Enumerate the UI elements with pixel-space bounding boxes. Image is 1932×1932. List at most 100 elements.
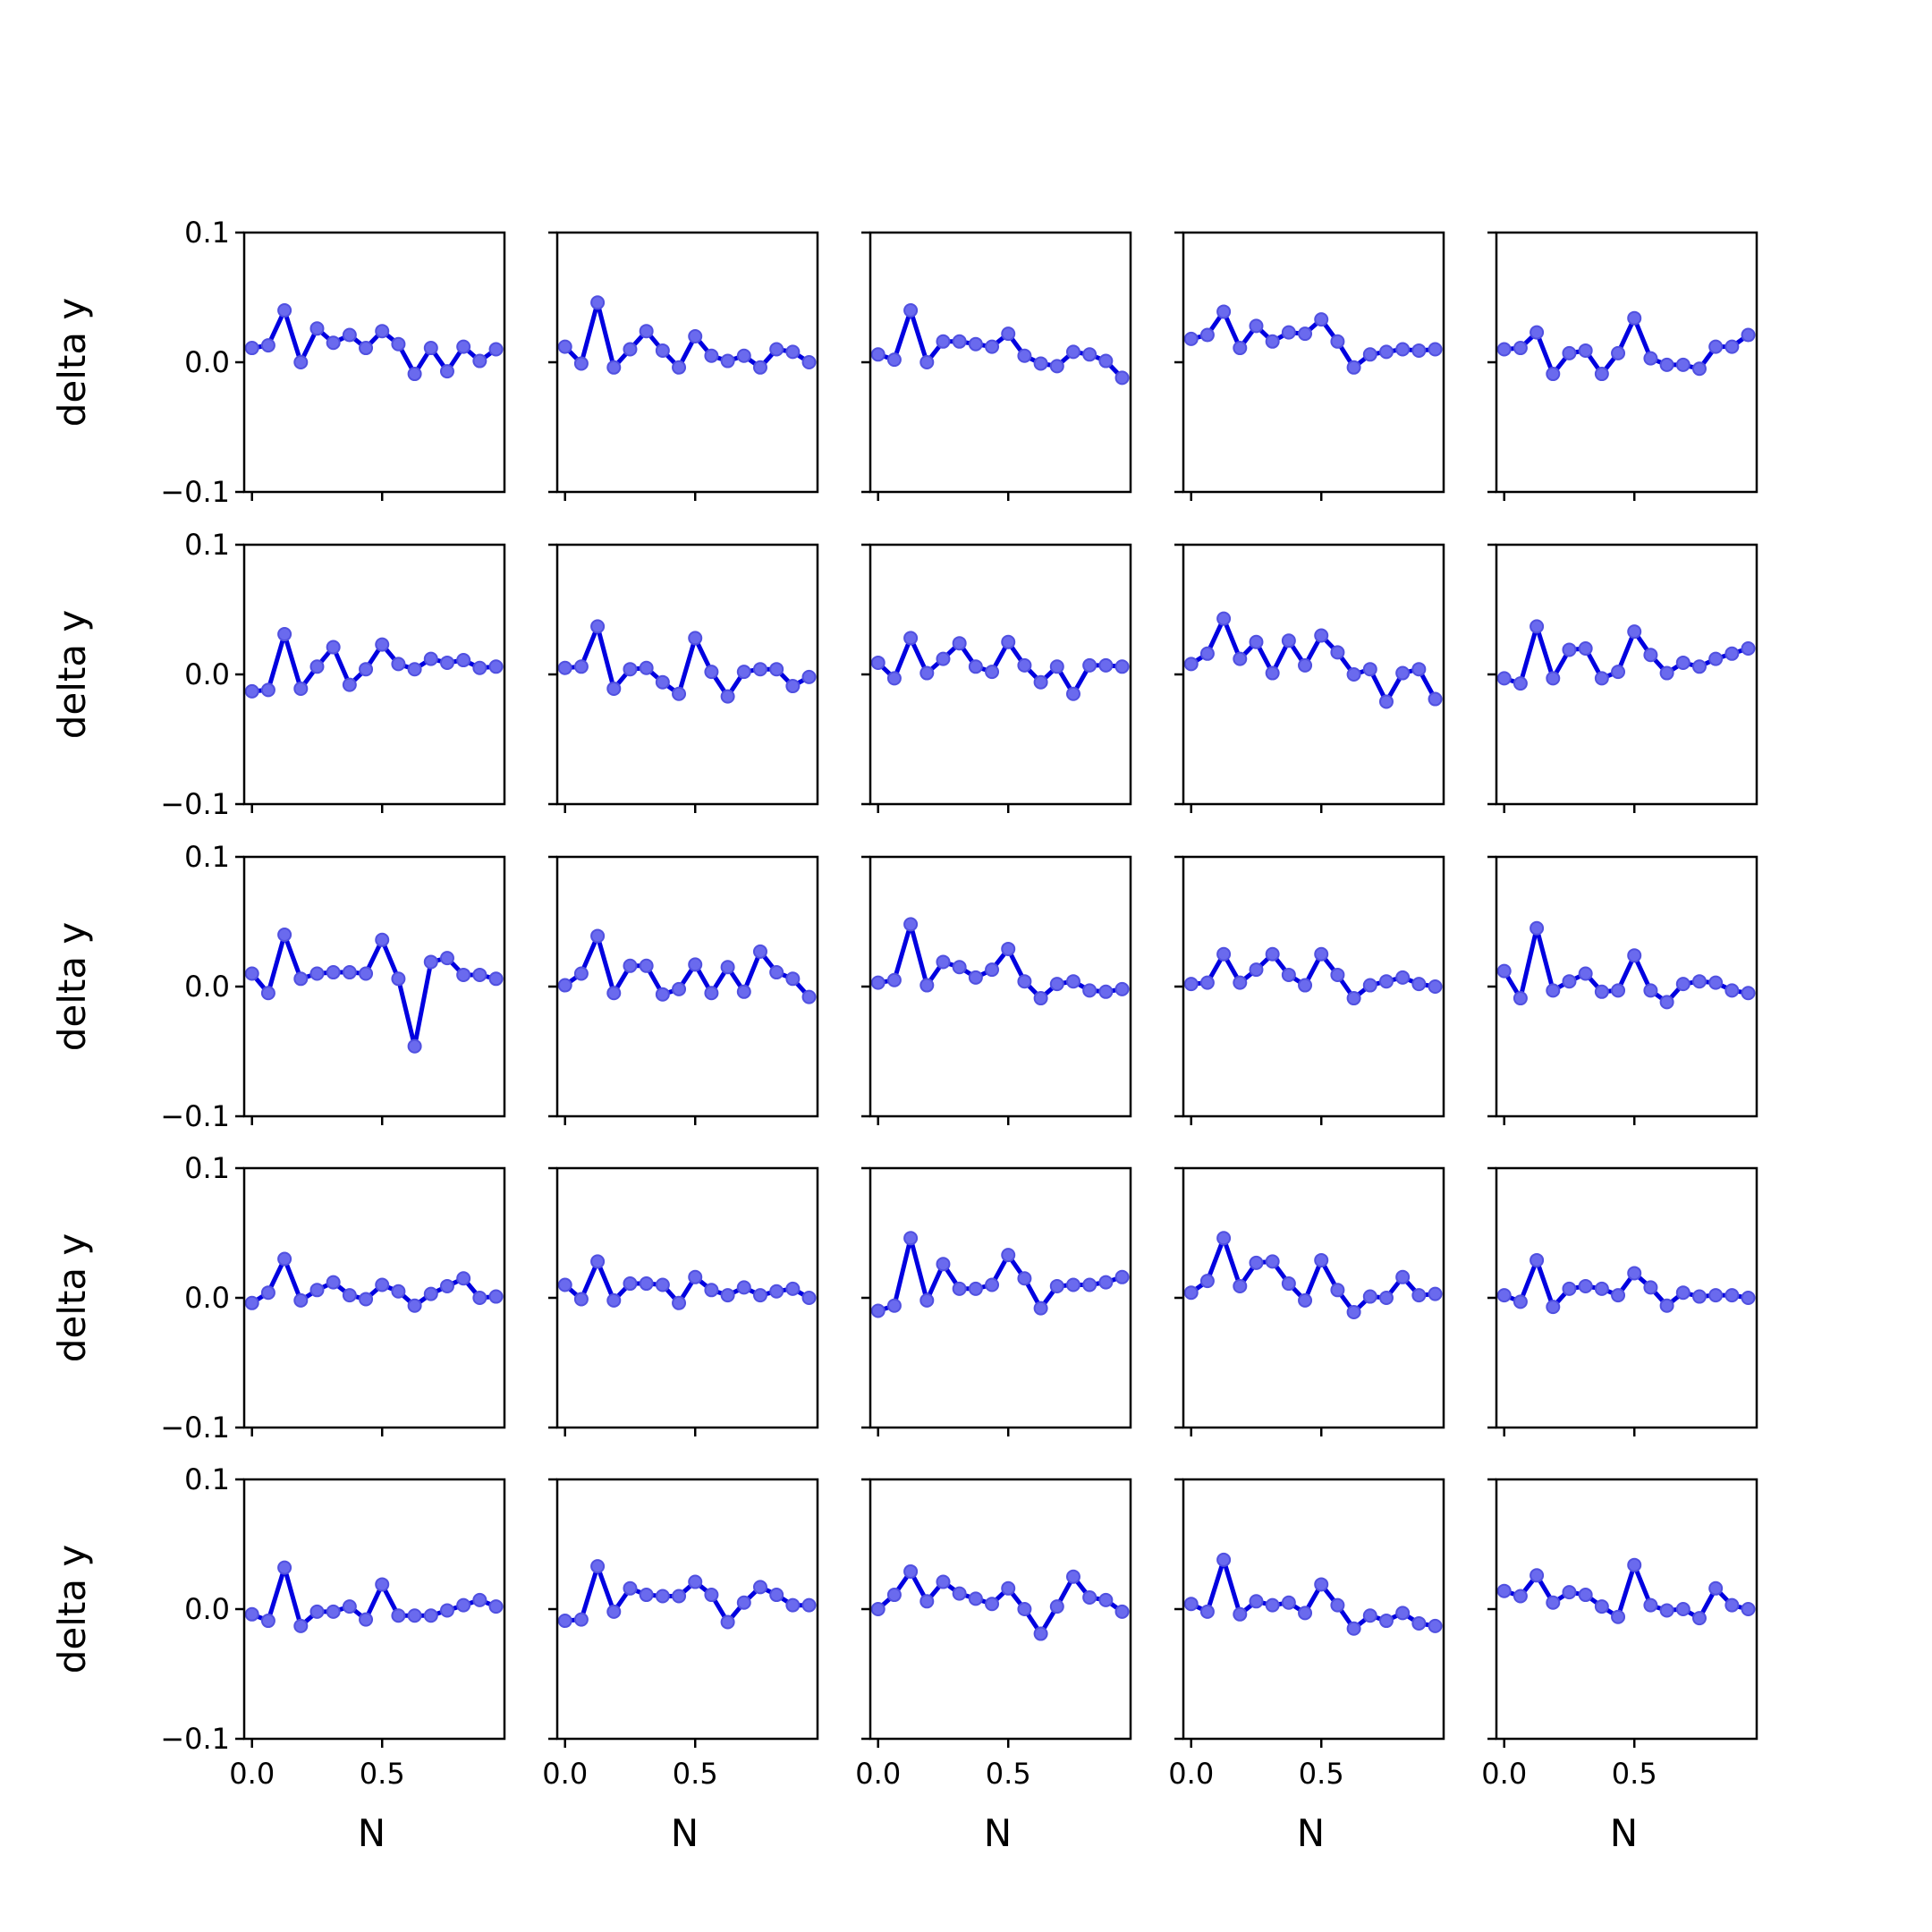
data-point	[1183, 977, 1199, 992]
data-point	[655, 1277, 670, 1292]
data-point	[590, 928, 606, 944]
data-point	[277, 1251, 292, 1267]
data-point	[1216, 1552, 1232, 1567]
data-point	[1281, 633, 1296, 648]
series-line	[564, 1563, 809, 1624]
data-point	[1496, 1583, 1512, 1598]
data-point	[439, 1603, 454, 1618]
data-point	[1691, 974, 1707, 989]
subplot-2-3	[861, 543, 1132, 813]
data-point	[903, 631, 919, 646]
data-point	[1265, 665, 1280, 681]
data-point	[1530, 920, 1545, 936]
data-point	[1395, 970, 1411, 985]
series-line	[250, 932, 497, 1049]
data-point	[1627, 948, 1642, 963]
data-point	[277, 928, 292, 942]
data-point	[1594, 1281, 1609, 1296]
data-point	[1578, 641, 1593, 656]
data-point	[1428, 1618, 1443, 1633]
data-point	[1314, 1252, 1329, 1267]
data-point	[1611, 1609, 1626, 1624]
data-point	[1675, 1285, 1690, 1301]
plot-frame	[1182, 543, 1445, 806]
data-point	[1249, 634, 1264, 649]
data-point	[688, 1269, 703, 1284]
data-point	[769, 1588, 784, 1603]
data-point	[342, 965, 357, 980]
series-line	[251, 308, 497, 377]
data-point	[688, 957, 703, 972]
data-point	[1183, 1597, 1199, 1612]
data-point	[1428, 691, 1443, 707]
data-point	[720, 1614, 735, 1630]
series-line	[564, 623, 810, 699]
data-point	[277, 627, 292, 642]
data-point	[655, 1589, 670, 1604]
subplot-2-2	[548, 543, 819, 813]
data-point	[1017, 348, 1032, 363]
data-point	[985, 962, 1000, 978]
x-tick-label: 0.5	[360, 1757, 405, 1791]
plot-frame	[1495, 231, 1758, 494]
data-point	[639, 324, 654, 339]
data-point	[1378, 1291, 1394, 1305]
data-point	[1411, 1615, 1427, 1631]
data-point	[342, 327, 357, 343]
data-point	[293, 1618, 309, 1633]
subplot-3-4	[1174, 855, 1445, 1125]
data-point	[439, 364, 454, 379]
data-point	[1741, 1291, 1756, 1305]
data-point	[1411, 977, 1427, 992]
data-point	[1741, 986, 1756, 1001]
data-point	[359, 662, 374, 677]
data-point	[244, 966, 259, 981]
data-point	[1691, 1611, 1707, 1626]
subplot-5-4: 0.0 0.5 N	[1168, 1478, 1445, 1855]
y-tick-label: 0.0	[184, 1281, 230, 1315]
data-point	[769, 965, 784, 980]
data-point	[1627, 310, 1642, 326]
data-point	[785, 679, 801, 694]
data-point	[244, 1606, 259, 1622]
data-point	[785, 971, 801, 987]
data-point	[1216, 304, 1232, 319]
data-point	[769, 1284, 784, 1299]
data-point	[557, 1277, 572, 1292]
data-point	[557, 339, 572, 354]
data-point	[1265, 1254, 1280, 1269]
plot-frame	[555, 855, 819, 1118]
data-point	[293, 355, 309, 369]
data-point	[423, 1608, 438, 1623]
series-line	[1191, 952, 1436, 1001]
x-tick-label: 0.0	[1168, 1757, 1214, 1791]
plot-frame	[869, 1166, 1132, 1429]
data-point	[704, 348, 719, 363]
series-line	[1502, 926, 1749, 1004]
data-point	[1281, 1276, 1296, 1292]
data-point	[359, 1612, 374, 1627]
data-point	[720, 689, 735, 704]
data-point	[769, 342, 784, 357]
data-point	[1199, 646, 1215, 661]
data-point	[968, 970, 983, 985]
data-point	[1249, 962, 1264, 978]
data-point	[1362, 978, 1377, 993]
data-point	[886, 671, 902, 686]
y-tick-label: 0.1	[184, 528, 230, 562]
data-point	[1562, 642, 1577, 657]
plot-frame	[242, 1478, 506, 1741]
series-line	[250, 1565, 497, 1629]
y-axis-label: delta y	[50, 922, 94, 1052]
subplot-3-3	[861, 855, 1132, 1125]
data-point	[672, 1295, 687, 1310]
data-point	[919, 1292, 935, 1308]
data-point	[1411, 662, 1427, 677]
subplot-1-3	[861, 231, 1132, 501]
data-point	[1199, 327, 1215, 343]
data-point	[801, 1291, 817, 1305]
data-point	[1611, 345, 1626, 360]
data-point	[488, 1599, 504, 1614]
data-point	[1691, 659, 1707, 674]
